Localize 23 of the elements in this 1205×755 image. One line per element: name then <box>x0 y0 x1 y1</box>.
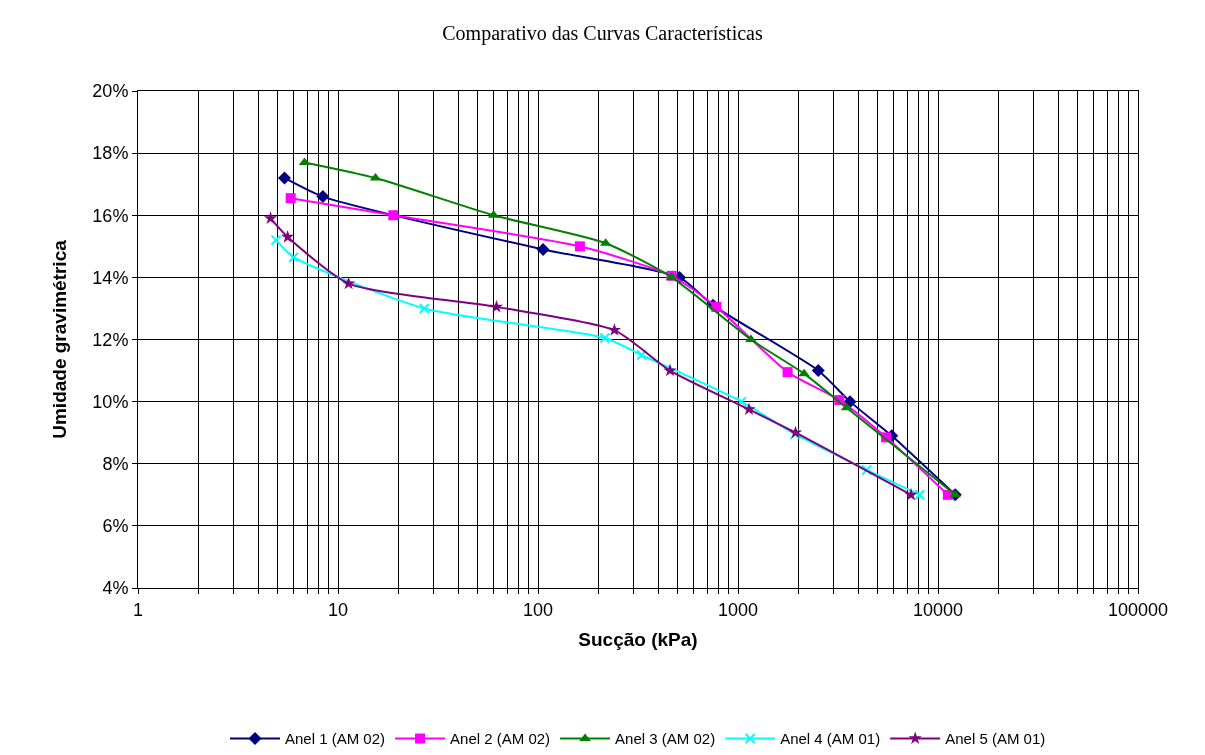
legend-label: Anel 4 (AM 01) <box>780 730 881 748</box>
y-tick-label: 12% <box>92 329 129 350</box>
x-tick-label: 100 <box>522 599 554 620</box>
y-tick-label: 18% <box>92 143 129 164</box>
x-axis-title: Sucção (kPa) <box>578 629 698 651</box>
y-tick-label: 8% <box>102 454 129 475</box>
y-tick-label: 20% <box>92 81 129 102</box>
x-tick-label: 100000 <box>1107 599 1169 620</box>
y-tick-label: 14% <box>92 267 129 288</box>
y-axis-title: Umidade gravimétrica <box>49 239 71 439</box>
y-tick-label: 4% <box>102 578 129 599</box>
y-tick-label: 10% <box>92 391 129 412</box>
chart-title: Comparativo das Curvas Características <box>442 22 763 46</box>
y-tick-label: 16% <box>92 205 129 226</box>
y-tick-label: 6% <box>102 516 129 537</box>
x-tick-label: 10 <box>327 599 349 620</box>
legend-label: Anel 2 (AM 02) <box>450 730 551 748</box>
x-tick-label: 1000 <box>717 599 759 620</box>
legend-label: Anel 1 (AM 02) <box>285 730 386 748</box>
x-tick-label: 1 <box>132 599 144 620</box>
legend-label: Anel 5 (AM 01) <box>945 730 1046 748</box>
legend-label: Anel 3 (AM 02) <box>615 730 716 748</box>
x-tick-label: 10000 <box>912 599 964 620</box>
